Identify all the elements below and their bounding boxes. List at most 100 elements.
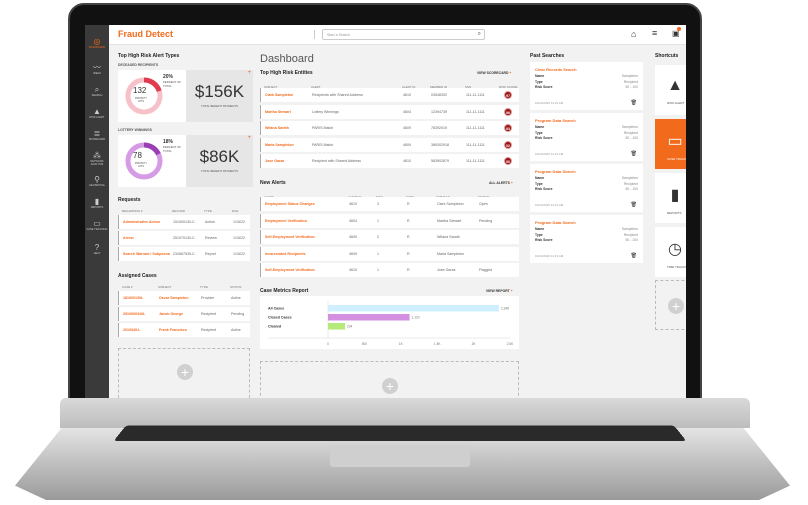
view-scorecard-link[interactable]: View Scorecard + <box>477 71 512 75</box>
cell[interactable]: Employment Verification <box>265 218 307 223</box>
column-header[interactable]: SSN <box>465 85 472 89</box>
cell: R <box>407 218 410 223</box>
column-header[interactable]: Alert ID <box>402 85 416 89</box>
entity-row[interactable]: Witana Sarath PARIS Match 4609 78392019 111-… <box>260 121 519 135</box>
trash-icon[interactable]: 🗑 <box>630 100 637 106</box>
cell[interactable]: Martha Stewart <box>265 109 291 114</box>
sidebar-item-network-analysis[interactable]: ⁂ Network Analysis <box>85 151 109 166</box>
case-row[interactable]: 181000130L Oscar Sampleton Provider Active <box>118 291 250 305</box>
past-search-card[interactable]: Clear Records Search Name Sampleton Type Rec… <box>530 62 643 110</box>
entity-row[interactable]: Martha Stewart Lottery Winnings 4604 123947… <box>260 104 519 119</box>
expand-icon[interactable]: + <box>247 70 251 76</box>
sidebar-item-ideas[interactable]: 〰 Ideas <box>85 63 109 75</box>
cell[interactable]: Jacob George <box>159 312 183 316</box>
cell[interactable]: Jose Garza <box>265 159 285 163</box>
column-header[interactable]: Record <box>172 209 186 213</box>
add-widget-area[interactable]: + <box>118 348 250 398</box>
bar[interactable] <box>328 305 499 312</box>
column-header[interactable]: Member ID <box>430 85 448 89</box>
shortcut-case-tracking[interactable]: ▭ Case Tracking <box>655 119 686 169</box>
column-header[interactable]: Type <box>204 209 212 213</box>
add-widget-area[interactable]: + <box>260 361 519 398</box>
alert-type-card[interactable]: 78 Priority Hits 18% Percent of Total $86K To… <box>118 135 253 187</box>
alert-row[interactable]: Employment Verification 4604 1 R Martha Stew… <box>260 213 519 228</box>
trash-icon[interactable]: 🗑 <box>630 253 637 259</box>
field-label: Type <box>535 79 543 84</box>
past-search-title[interactable]: Program Data Search <box>535 118 576 123</box>
sidebar-item-risk-alert[interactable]: ▲ Risk Alert <box>85 107 109 119</box>
cell[interactable]: Self-Employment Verification <box>265 235 315 239</box>
column-header[interactable]: Subject <box>158 285 172 289</box>
notifications-icon[interactable]: ▣ <box>672 27 681 38</box>
cell[interactable]: Employment Status Changes <box>265 202 315 206</box>
all-alerts-link[interactable]: All Alerts + <box>489 181 513 185</box>
sidebar-item-reports[interactable]: ▮ Reports <box>85 197 109 209</box>
request-row[interactable]: Administrative Action 151000130-C Action 1/… <box>118 215 250 229</box>
add-shortcut-area[interactable]: + <box>655 280 686 330</box>
cell[interactable]: Incarcerated Recipients <box>265 251 306 256</box>
cell[interactable]: Search Warrant / Subpoena <box>123 252 170 256</box>
sidebar-item-dashboard[interactable]: ◎ Dashboard <box>85 37 109 49</box>
column-header[interactable]: Case ▾ <box>122 285 133 289</box>
bar[interactable] <box>328 314 410 321</box>
request-row[interactable]: Search Warrant / Subpoena 234567535-C Repo… <box>118 247 250 261</box>
add-icon[interactable]: + <box>177 364 193 380</box>
sidebar-item-case-tracking[interactable]: ▭ Case Tracking <box>85 219 109 231</box>
view-report-link[interactable]: View Report + <box>486 289 513 293</box>
alert-row[interactable]: Self-Employment Verification 4609 2 R Witana… <box>260 230 519 244</box>
cell: R <box>407 251 410 256</box>
column-header[interactable]: Due <box>232 209 239 213</box>
add-icon[interactable]: + <box>668 298 684 314</box>
cell[interactable]: Maria Sampleton <box>265 142 294 147</box>
shortcut-time-tracking[interactable]: ◷ Time Tracking <box>655 227 686 277</box>
risk-score-badge: 97 <box>504 91 512 99</box>
cell[interactable]: Administrative Action <box>123 220 161 224</box>
past-search-title[interactable]: Clear Records Search <box>535 67 577 72</box>
cell[interactable]: Witana Sarath <box>265 126 289 130</box>
expand-icon[interactable]: + <box>247 135 251 141</box>
column-header[interactable]: Type <box>200 285 208 289</box>
alert-row[interactable]: Employment Status Changes 4610 3 R Clark Sam… <box>260 197 519 211</box>
alert-type-card[interactable]: 132 Priority Hits 20% Percent of Total $156K… <box>118 70 253 122</box>
shortcut-reports[interactable]: ▮ Reports <box>655 173 686 223</box>
request-row[interactable]: Arrest 251070130-C Review 1/16/22 <box>118 231 250 245</box>
column-header[interactable]: Subject <box>264 85 278 89</box>
shortcut-risk-alert[interactable]: ▲ Risk Alert <box>655 65 686 115</box>
alert-row[interactable]: Self-Employment Verification 4610 1 R Jose G… <box>260 263 519 277</box>
cell[interactable]: Clark Sampleton <box>265 93 294 97</box>
menu-icon[interactable]: ≡ <box>652 28 658 38</box>
sidebar-item-geospatial[interactable]: ⚲ Geospatial <box>85 175 109 187</box>
cell[interactable]: Oscar Sampleton <box>159 296 189 300</box>
sidebar-item-help[interactable]: ? Help <box>85 243 109 255</box>
cell[interactable]: Arrest <box>123 236 134 240</box>
cell[interactable]: 2910000340L <box>123 312 146 316</box>
past-search-title[interactable]: Program Data Search <box>535 220 576 225</box>
cell[interactable]: Frank Francisco <box>159 328 187 332</box>
cell[interactable]: 181000130L <box>123 296 144 300</box>
case-row[interactable]: 2019349-L Frank Francisco Recipient Active <box>118 323 250 337</box>
bar[interactable] <box>328 323 346 330</box>
past-search-card[interactable]: Program Data Search Name Sampleton Type Reci… <box>530 164 643 212</box>
sidebar-item-scorecard[interactable]: ≣ Scorecard <box>85 129 109 141</box>
entity-row[interactable]: Maria Sampleton PARIS Match 4609 389302918 1… <box>260 137 519 152</box>
briefcase-icon[interactable]: ⌂ <box>631 29 637 39</box>
past-search-title[interactable]: Program Data Search <box>535 169 576 174</box>
sidebar-item-search[interactable]: ⌕ Search <box>85 85 109 97</box>
trash-icon[interactable]: 🗑 <box>630 202 637 208</box>
past-search-card[interactable]: Program Data Search Name Sampleton Type Reci… <box>530 215 643 263</box>
search-icon[interactable]: ⌕ <box>477 31 481 37</box>
column-header[interactable]: Alert <box>311 85 321 89</box>
cell[interactable]: 2019349-L <box>123 328 141 332</box>
alert-row[interactable]: Incarcerated Recipients 4609 1 R Maria Sampl… <box>260 246 519 261</box>
column-header[interactable]: Regarding ▾ <box>122 209 143 213</box>
past-search-card[interactable]: Program Data Search Name Sampleton Type Reci… <box>530 113 643 161</box>
column-header[interactable]: Status <box>230 285 242 289</box>
entity-row[interactable]: Clark Sampleton Recipients with Shared Ad… <box>260 88 519 102</box>
case-row[interactable]: 2910000340L Jacob George Recipient Pending <box>118 307 250 321</box>
trash-icon[interactable]: 🗑 <box>630 151 637 157</box>
entity-row[interactable]: Jose Garza Recipient with Shared Address 4… <box>260 154 519 168</box>
column-header[interactable]: Risk Score <box>499 85 518 89</box>
cell[interactable]: Self-Employment Verification <box>265 268 315 272</box>
add-icon[interactable]: + <box>382 378 398 394</box>
search-input[interactable]: Start a Search ⌕ <box>322 29 485 40</box>
